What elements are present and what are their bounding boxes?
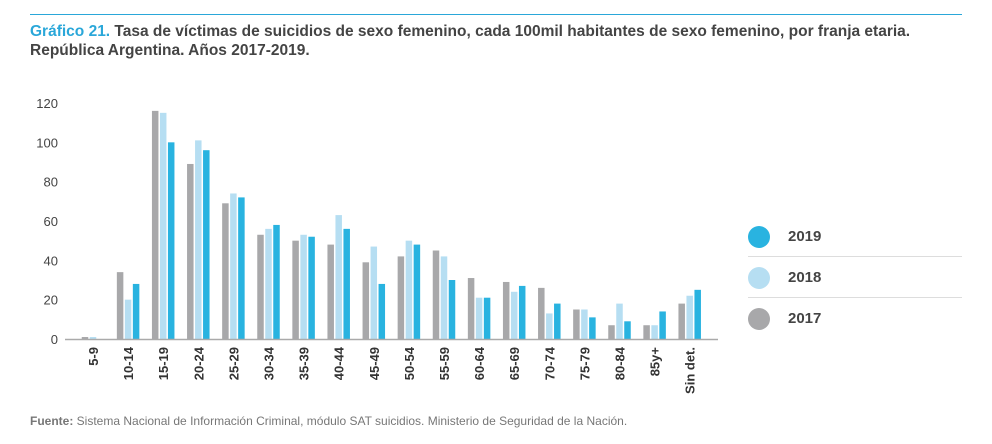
x-tick-label: 35-39 [297,347,312,380]
x-tick-label: 10-14 [121,346,136,380]
bar-2019 [203,150,210,339]
bar-2017 [397,256,405,339]
bar-2019 [589,317,596,339]
bar-2019 [448,280,456,339]
bar-2019 [694,289,701,339]
bar-2017 [362,262,370,339]
bar-2018 [230,193,237,339]
source-text: Sistema Nacional de Información Criminal… [73,414,628,428]
bar-2017 [467,278,475,339]
bar-2017 [187,163,194,339]
bar-2018 [124,299,132,339]
bar-2018 [686,295,693,339]
bar-2017 [538,287,545,339]
x-tick-label: 85y+ [648,347,663,377]
bar-2019 [413,244,421,339]
bar-2018 [89,337,97,339]
legend-swatch [748,267,770,289]
bar-2017 [151,110,159,339]
x-tick-label: 20-24 [191,346,206,380]
bar-2017 [573,309,580,339]
bar-2018 [651,325,658,339]
chart-title: Gráfico 21. Tasa de víctimas de suicidio… [30,22,930,60]
bar-2019 [378,283,386,339]
bar-2019 [343,228,350,339]
bar-2019 [273,224,280,339]
bar-2018 [370,246,378,339]
bar-2018 [335,215,342,339]
y-tick-label: 60 [44,214,58,229]
bar-2017 [81,337,89,339]
bar-2018 [510,291,518,339]
source-note: Fuente: Sistema Nacional de Información … [30,414,627,428]
x-tick-label: 15-19 [156,347,171,380]
bar-2019 [167,142,175,339]
x-tick-label: 65-69 [507,347,522,380]
bar-2019 [624,321,631,339]
bar-2019 [659,311,666,339]
chart-title-text: Tasa de víctimas de suicidios de sexo fe… [30,23,911,59]
bar-2019 [132,283,140,339]
y-tick-label: 20 [44,293,58,308]
bar-2018 [440,256,448,339]
bar-2019 [518,285,526,339]
chart-number: Gráfico 21. [30,23,111,40]
bar-2018 [405,240,413,339]
y-tick-label: 40 [44,253,58,268]
legend-swatch [748,308,770,330]
bar-2018 [616,303,623,339]
x-tick-label: 55-59 [437,347,452,380]
bar-2017 [432,250,440,339]
bar-2018 [300,234,307,339]
legend-label: 2019 [788,228,822,245]
legend-label: 2017 [788,310,822,327]
top-rule [30,14,962,15]
bar-2018 [546,313,553,339]
legend-item-2018: 2018 [748,257,962,298]
bar-2017 [116,272,124,339]
source-label: Fuente: [30,414,74,428]
bar-2017 [292,240,299,339]
x-tick-label: 40-44 [332,346,347,380]
bar-2019 [554,303,561,339]
x-tick-label: 5-9 [86,347,101,366]
legend-label: 2018 [788,269,822,286]
bar-2017 [327,244,334,339]
bar-2017 [643,325,650,339]
y-tick-label: 120 [36,96,58,111]
bar-2018 [159,112,167,339]
bar-2017 [608,325,615,339]
bar-2019 [483,297,491,339]
bar-2019 [238,197,245,339]
x-tick-label: 60-64 [472,346,487,380]
bar-2018 [475,297,483,339]
y-tick-label: 0 [51,332,58,347]
bar-2017 [257,234,264,339]
legend-item-2019: 2019 [748,216,962,257]
legend-swatch [748,226,770,248]
bar-2018 [195,140,202,339]
x-tick-label: 45-49 [367,347,382,380]
x-tick-label: 25-29 [226,347,241,380]
bar-2017 [678,303,685,339]
bar-2018 [581,309,588,339]
y-tick-label: 100 [36,135,58,150]
x-tick-label: 50-54 [402,346,417,380]
y-tick-label: 80 [44,175,58,190]
x-tick-label: Sin det. [683,347,698,394]
bar-2019 [308,236,315,339]
x-tick-label: 80-84 [613,346,628,380]
legend-item-2017: 2017 [748,298,962,338]
x-tick-label: 70-74 [542,346,557,380]
x-tick-label: 75-79 [577,347,592,380]
bar-2017 [502,281,510,339]
bar-2017 [222,203,229,339]
bar-2018 [265,228,272,339]
x-tick-label: 30-34 [262,346,277,380]
